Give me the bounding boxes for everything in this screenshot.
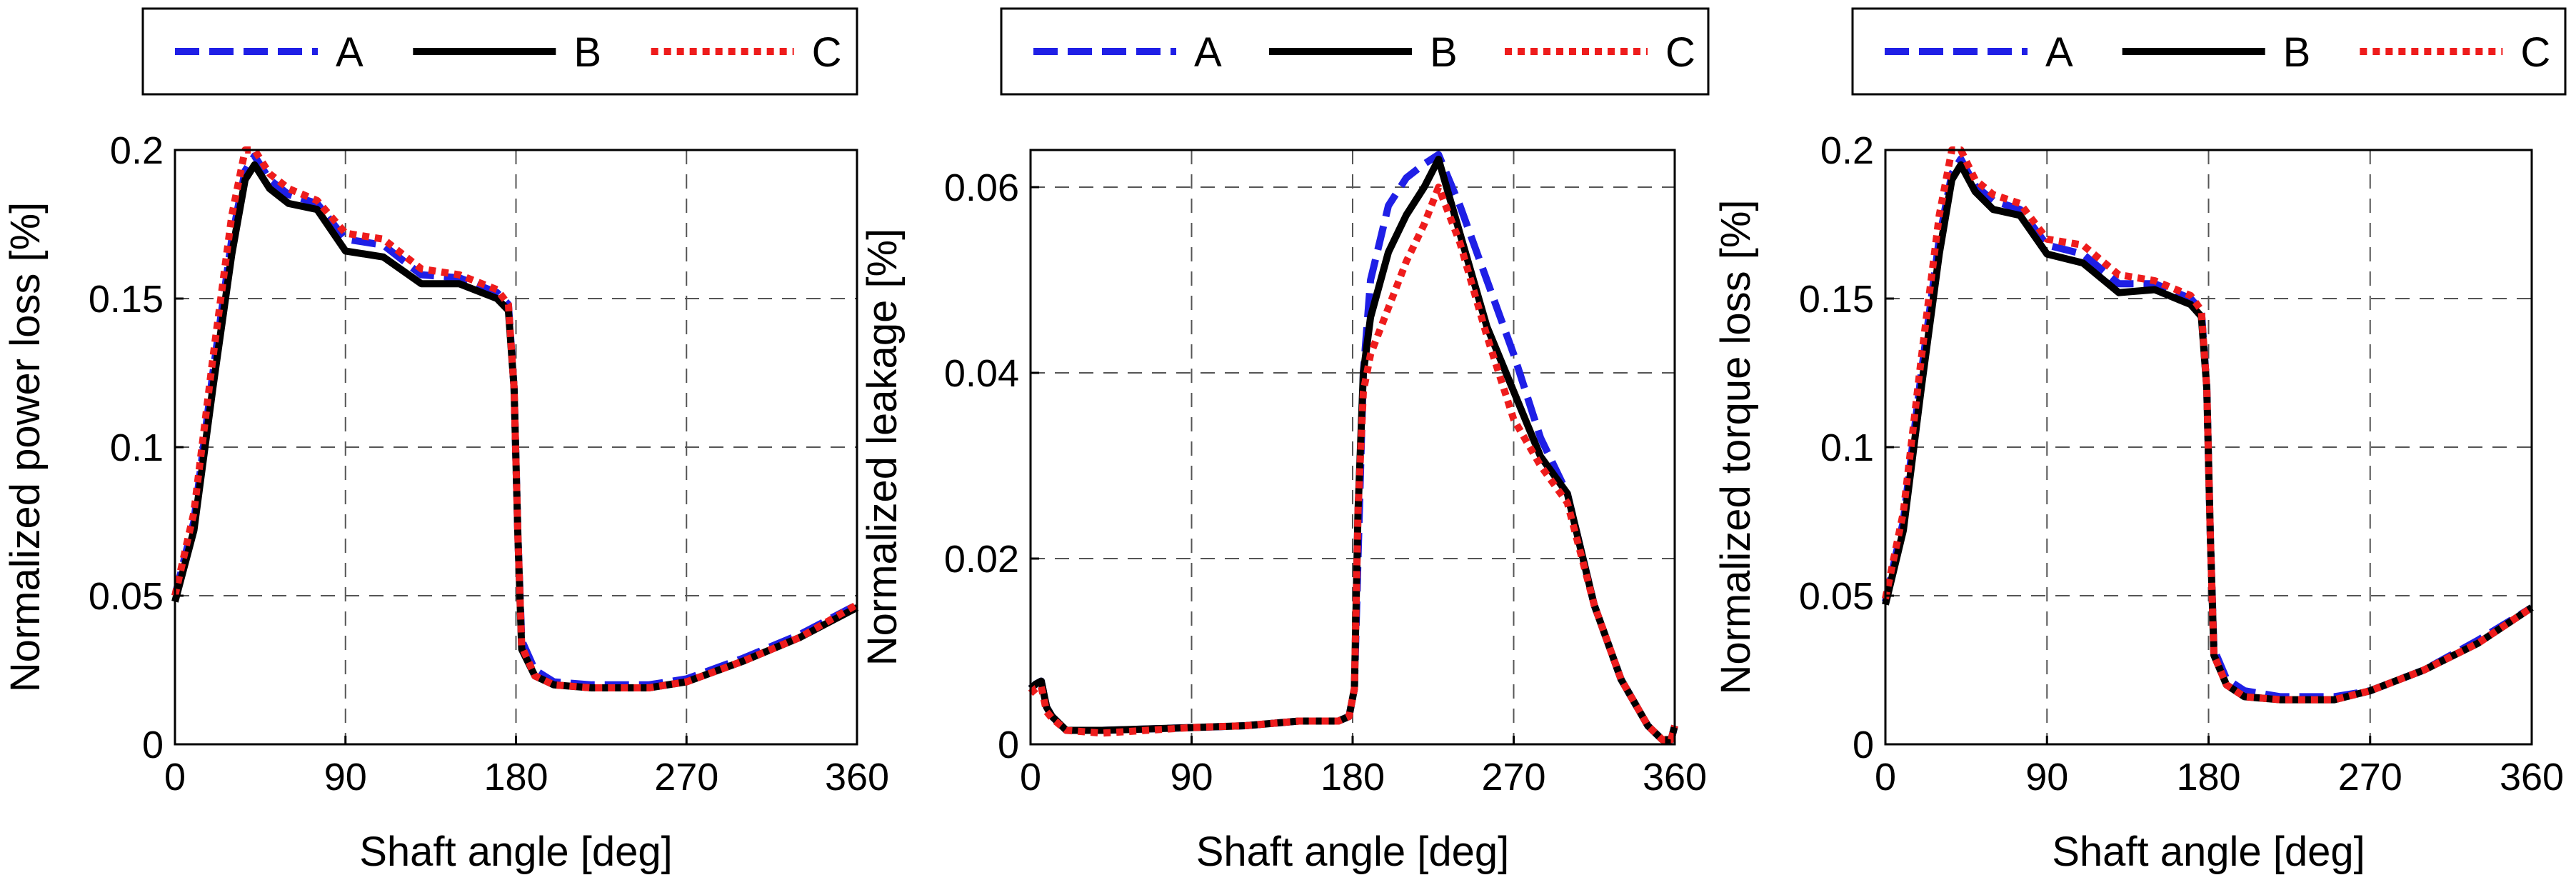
chart-1-x-axis-label: Shaft angle [deg]	[359, 829, 673, 875]
chart-2-x-axis-label: Shaft angle [deg]	[1196, 829, 1510, 875]
chart-2-legend-label-b: B	[1430, 29, 1458, 76]
chart-2-y-tick-label: 0	[998, 724, 1019, 766]
chart-2-x-tick-label: 0	[1020, 756, 1041, 799]
chart-1-y-tick-label: 0.2	[110, 129, 164, 172]
chart-3-y-tick-label: 0.2	[1820, 129, 1874, 172]
chart-3-y-tick-label: 0	[1853, 724, 1874, 766]
chart-1-x-tick-label: 0	[164, 756, 186, 799]
chart-3-x-axis-label: Shaft angle [deg]	[2052, 829, 2365, 875]
chart-3-legend-label-a: A	[2045, 29, 2073, 76]
chart-2-x-tick-label: 90	[1170, 756, 1213, 799]
chart-1-legend-label-a: A	[336, 29, 364, 76]
chart-2-series-c-line	[1028, 184, 1678, 744]
chart-2-legend: A B C	[1000, 7, 1710, 96]
chart-2-y-axis-label: Normalized leakage [%]	[859, 229, 906, 666]
chart-1-x-tick-label: 90	[324, 756, 367, 799]
chart-3-legend-label-c: C	[2520, 29, 2550, 76]
chart-3-x-tick-label: 0	[1875, 756, 1896, 799]
chart-panel-2: 0 90 180 270 360 0 0.02 0.04 0.06 Shaft angle [de…	[859, 7, 1710, 875]
chart-2-x-tick-label: 360	[1643, 756, 1707, 799]
chart-1-legend-label-c: C	[812, 29, 842, 76]
chart-3-x-tick-label: 270	[2338, 756, 2402, 799]
chart-1-y-tick-label: 0.1	[110, 426, 164, 469]
chart-2-y-tick-label: 0.04	[944, 352, 1019, 395]
chart-3-y-tick-label: 0.15	[1799, 278, 1874, 321]
chart-3-x-tick-label: 90	[2025, 756, 2068, 799]
chart-3-legend-label-b: B	[2283, 29, 2311, 76]
chart-3-y-axis-label: Normalized torque loss [%]	[1713, 199, 1759, 694]
chart-3-y-tick-label: 0.1	[1820, 426, 1874, 469]
chart-panel-3: 0 90 180 270 360 0 0.05 0.1 0.15 0.2 Shaft angle […	[1713, 7, 2567, 875]
chart-3-x-tick-label: 360	[2500, 756, 2564, 799]
chart-1-x-tick-label: 360	[825, 756, 889, 799]
chart-2-x-tick-label: 180	[1320, 756, 1385, 799]
chart-1-x-tick-label: 270	[654, 756, 718, 799]
chart-1-y-tick-label: 0	[142, 724, 164, 766]
chart-1-y-axis-label: Normalized power loss [%]	[2, 202, 49, 693]
chart-1-y-tick-label: 0.15	[89, 278, 164, 321]
chart-3-legend: A B C	[1851, 7, 2567, 96]
chart-2-y-tick-label: 0.02	[944, 538, 1019, 581]
chart-panel-1: 0 90 180 270 360 0 0.05 0.1 0.15 0.2 Shaft angle […	[2, 7, 889, 875]
chart-1-y-tick-label: 0.05	[89, 575, 164, 618]
chart-2-y-tick-label: 0.06	[944, 166, 1019, 209]
chart-2-x-tick-label: 270	[1481, 756, 1545, 799]
chart-2-legend-label-a: A	[1194, 29, 1222, 76]
chart-3-y-tick-label: 0.05	[1799, 575, 1874, 618]
chart-2-legend-label-c: C	[1665, 29, 1695, 76]
chart-1-legend-label-b: B	[573, 29, 601, 76]
chart-1-x-tick-label: 180	[483, 756, 548, 799]
chart-1-legend: A B C	[141, 7, 858, 96]
chart-3-x-tick-label: 180	[2176, 756, 2240, 799]
